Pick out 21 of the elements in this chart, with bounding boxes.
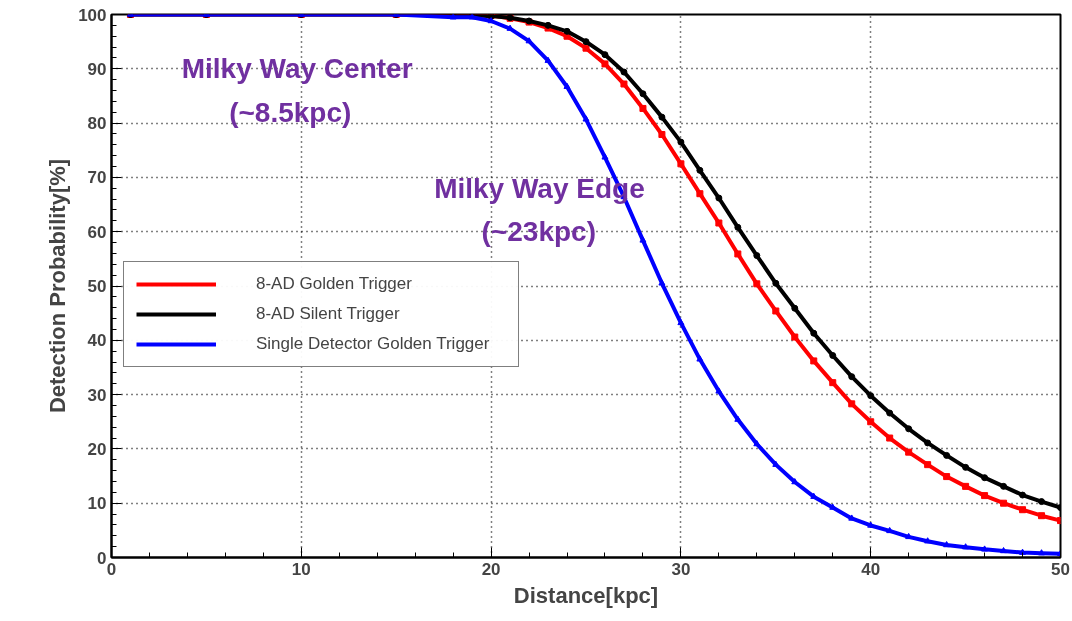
y-tick-label: 40: [87, 331, 107, 351]
x-tick-label: 10: [291, 559, 311, 579]
annotation: Milky Way Center (~8.5kpc): [181, 53, 413, 128]
x-axis-title: Distance[kpc]: [513, 582, 659, 608]
y-tick-label: 10: [87, 494, 107, 514]
y-tick-label: 80: [87, 114, 107, 134]
y-tick-label: 30: [87, 385, 107, 405]
y-tick-label: 70: [87, 168, 107, 188]
y-tick-label: 60: [87, 222, 107, 242]
x-tick-label: 50: [1051, 559, 1070, 579]
x-tick-label: 20: [481, 559, 501, 579]
y-tick-label: 20: [87, 439, 107, 459]
legend-label: Single Detector Golden Trigger: [256, 334, 491, 354]
x-tick-label: 30: [671, 559, 691, 579]
y-tick-label: 90: [87, 59, 107, 79]
x-tick-label: 40: [861, 559, 881, 579]
legend-label: 8-AD Golden Trigger: [256, 274, 413, 294]
y-tick-label: 50: [87, 277, 107, 296]
y-tick-label: 100: [78, 5, 107, 25]
legend-label: 8-AD Silent Trigger: [256, 304, 401, 324]
y-axis-title: Detection Probability[%]: [45, 158, 71, 414]
